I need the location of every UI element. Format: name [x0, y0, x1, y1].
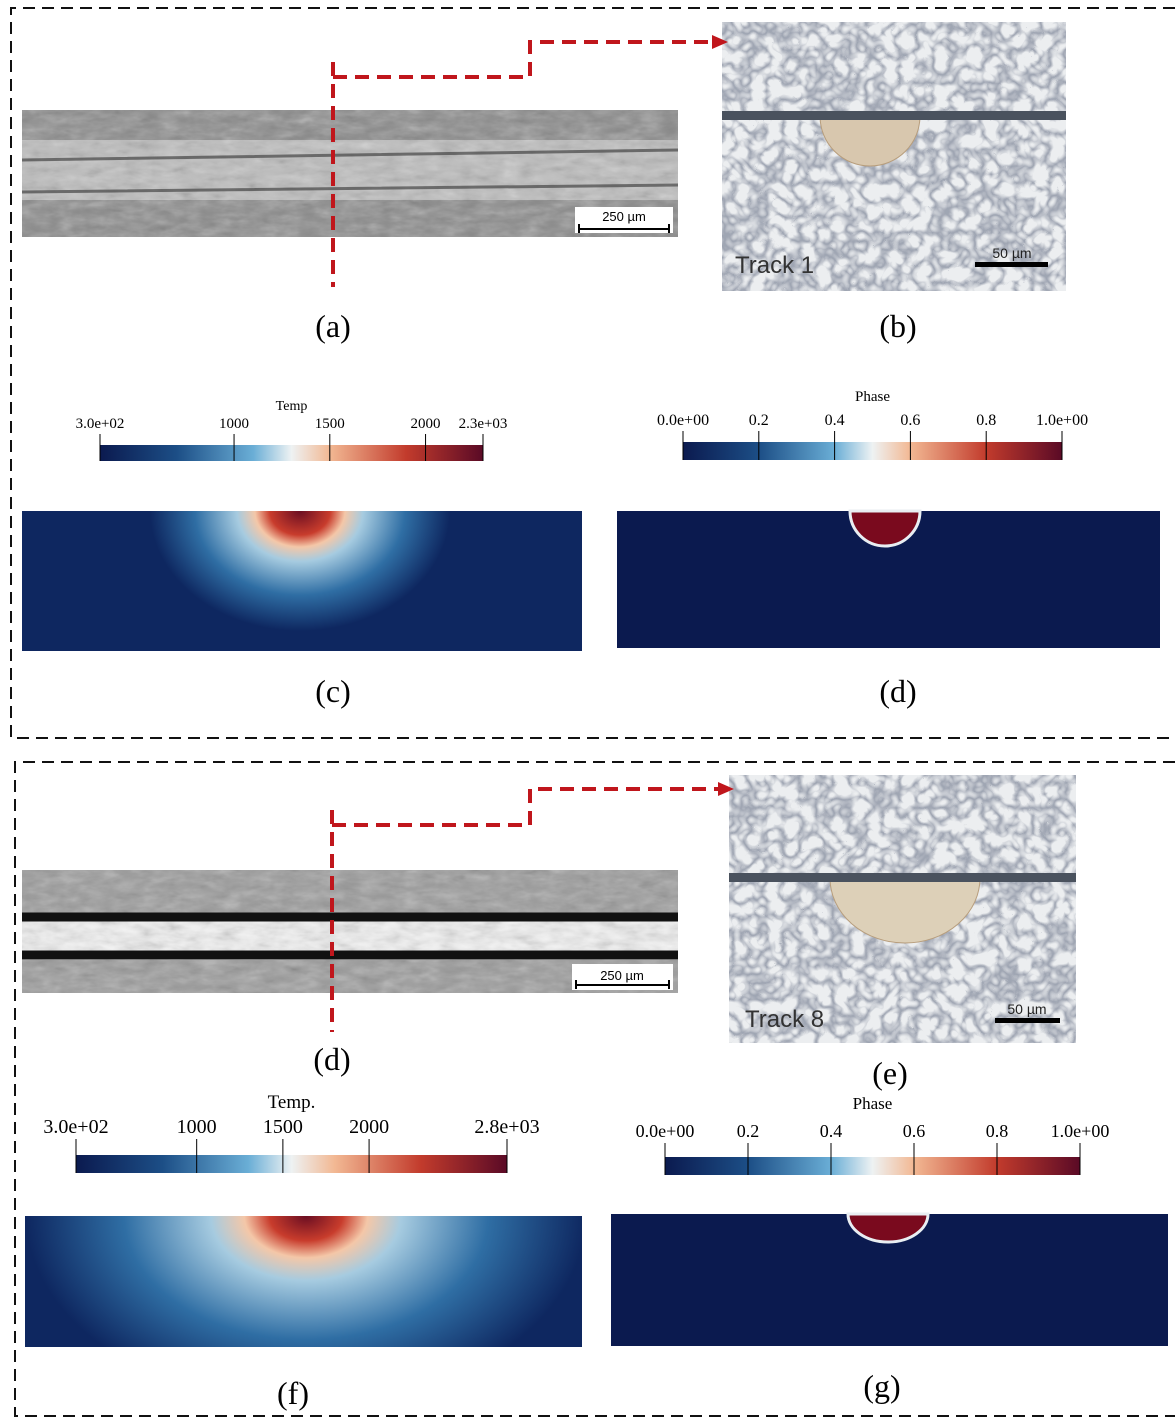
scale-bar-label: 250 µm [600, 968, 644, 983]
panel-label: (g) [863, 1368, 900, 1404]
colorbar-tick-label: 2000 [411, 416, 441, 432]
panel-label: (c) [315, 673, 351, 709]
colorbar-tick-label: 0.2 [737, 1121, 760, 1141]
colorbar-tick-label: 0.4 [825, 412, 845, 429]
colorbar-tick-label: 1500 [315, 416, 345, 432]
temperature-field [25, 1216, 582, 1347]
colorbar-tick-label: 1.0e+00 [1051, 1121, 1110, 1141]
panel-label: (e) [872, 1055, 908, 1091]
colorbar-tick-label: 2000 [349, 1116, 389, 1138]
panel-label: (b) [879, 308, 916, 344]
colorbar-tick-label: 1500 [263, 1116, 303, 1138]
micrograph-bottom [22, 870, 678, 993]
scale-bar-label: 250 µm [602, 209, 646, 224]
colorbar-tick-label: 2.8e+03 [474, 1116, 539, 1138]
colorbar-tick-label: 1000 [177, 1116, 217, 1138]
micrograph-top [22, 110, 678, 237]
panel-label: (d) [879, 673, 916, 709]
colorbar-tick-label: 0.0e+00 [657, 412, 709, 429]
colorbar-tick-label: 0.4 [820, 1121, 843, 1141]
colorbar-tick-label: 0.8 [986, 1121, 1009, 1141]
track-label: Track 8 [745, 1006, 824, 1033]
colorbar [665, 1157, 1080, 1175]
colorbar-title: Temp. [268, 1092, 316, 1113]
temperature-field [22, 511, 582, 651]
colorbar-title: Temp [276, 399, 308, 414]
colorbar [683, 442, 1062, 460]
colorbar-tick-label: 0.8 [976, 412, 996, 429]
colorbar-tick-label: 0.6 [903, 1121, 926, 1141]
panel-label: (f) [277, 1375, 309, 1411]
phase-field [611, 1214, 1168, 1346]
panel-label: (a) [315, 308, 351, 344]
colorbar [76, 1155, 507, 1173]
scale-bar-label: 50 µm [1007, 1001, 1046, 1017]
colorbar-tick-label: 0.0e+00 [636, 1121, 695, 1141]
colorbar-title: Phase [855, 389, 890, 405]
colorbar-tick-label: 3.0e+02 [43, 1116, 108, 1138]
colorbar-title: Phase [853, 1094, 893, 1113]
track-label: Track 1 [735, 252, 814, 279]
panel-label: (d) [313, 1041, 350, 1077]
scale-bar-label: 50 µm [992, 245, 1031, 261]
colorbar-tick-label: 2.3e+03 [459, 416, 508, 432]
phase-field [617, 511, 1160, 648]
colorbar-tick-label: 1000 [219, 416, 249, 432]
colorbar-tick-label: 1.0e+00 [1036, 412, 1088, 429]
colorbar-tick-label: 0.6 [900, 412, 920, 429]
figure: 250 µm Track 1 50 µm (a) (b) (c) (d) 250… [0, 0, 1175, 1419]
colorbar-tick-label: 3.0e+02 [76, 416, 125, 432]
colorbar-tick-label: 0.2 [749, 412, 769, 429]
